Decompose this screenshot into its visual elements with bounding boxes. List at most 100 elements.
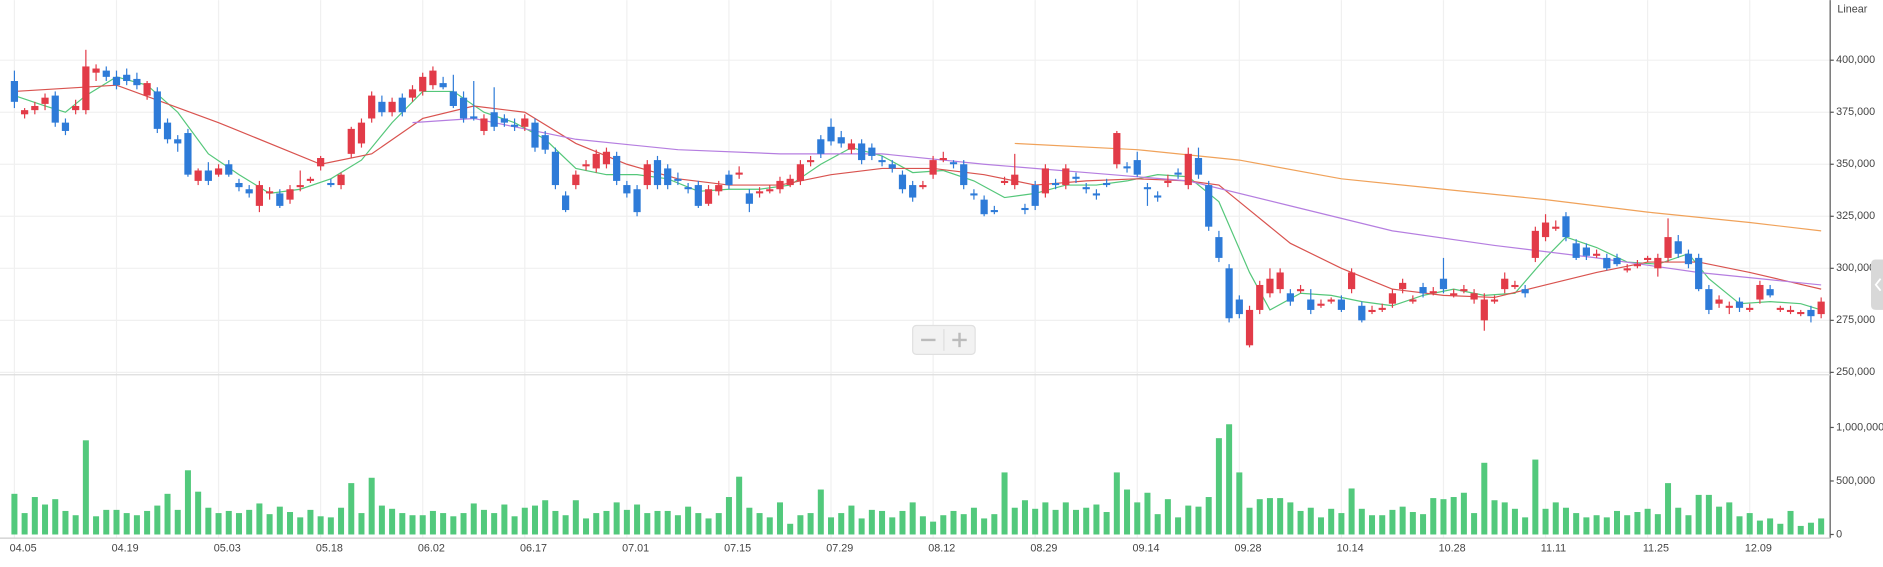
volume-bar — [1042, 502, 1049, 535]
candle-body — [1480, 299, 1488, 321]
candle-body — [388, 101, 396, 113]
volume-bar — [593, 513, 600, 535]
candle-body — [1286, 293, 1294, 302]
candle-body — [1031, 185, 1039, 206]
volume-bar — [113, 509, 120, 535]
volume-bar — [685, 506, 692, 535]
candle-body — [725, 174, 733, 186]
candle-body — [225, 164, 233, 175]
candle-body — [1143, 187, 1152, 190]
volume-bar — [695, 513, 702, 535]
volume-bar — [1154, 514, 1161, 535]
candle-body — [1123, 166, 1131, 169]
volume-bar — [246, 509, 253, 535]
volume-bar — [919, 516, 926, 535]
candle-body — [1592, 253, 1601, 256]
candle-body — [1521, 289, 1529, 294]
volume-bar — [470, 503, 477, 535]
volume-bar — [215, 513, 222, 535]
x-tick-label: 05.03 — [214, 543, 241, 555]
candle-body — [317, 158, 325, 167]
candle-body — [623, 185, 631, 194]
candle-body — [1705, 289, 1713, 310]
y-tick-label: 400,000 — [1836, 54, 1875, 66]
zoom-in[interactable] — [952, 332, 967, 348]
x-tick-label: 11.11 — [1541, 543, 1566, 555]
candle-body — [1072, 176, 1080, 179]
plot: 250,000 275,000 300,000 325,000 350,000 375,0… — [0, 0, 1883, 555]
volume-bar — [1746, 513, 1753, 535]
candle-body — [1807, 309, 1815, 317]
x-tick-label: 11.25 — [1643, 543, 1669, 555]
candle-body — [439, 83, 447, 88]
candle-body — [1021, 207, 1029, 211]
moving-average-line — [14, 84, 1822, 299]
volume-bar — [1144, 492, 1151, 535]
volume-bar — [1695, 494, 1702, 535]
volume-bar — [1787, 510, 1794, 535]
volume-bar — [1032, 508, 1039, 535]
volume-bar — [358, 513, 365, 535]
candle-body — [1552, 226, 1560, 229]
volume-bar — [1501, 502, 1508, 535]
volume-bar — [1522, 517, 1529, 535]
volume-bar — [1011, 507, 1018, 535]
candle-body — [1051, 182, 1060, 186]
candle-body — [1490, 299, 1499, 302]
volume-bar — [1675, 507, 1682, 535]
volume-bar — [1644, 508, 1651, 535]
volume-bar — [501, 504, 508, 535]
candle-body — [1664, 237, 1672, 258]
volume-bar — [746, 507, 753, 535]
volume-bar — [623, 509, 630, 535]
candle-body — [408, 89, 417, 98]
volume-bar — [725, 497, 732, 535]
volume-bar — [634, 504, 641, 535]
candle-body — [112, 76, 121, 86]
volume-bar — [1113, 472, 1120, 535]
candle-body — [510, 124, 519, 127]
candle-body — [1215, 237, 1223, 258]
volume-bar — [572, 500, 579, 535]
candle-body — [1205, 185, 1213, 227]
candle-body — [1348, 272, 1356, 290]
candle-body — [1756, 284, 1764, 300]
candle-body — [368, 95, 376, 119]
volume-bar — [511, 516, 518, 535]
volume-bar — [562, 515, 569, 535]
candle-body — [378, 101, 386, 113]
candle-body — [153, 91, 161, 129]
candle-body — [10, 81, 19, 102]
candle-body — [1735, 301, 1744, 308]
candle-body — [1000, 180, 1009, 183]
candle-body — [1174, 172, 1182, 175]
volume-bar — [1328, 508, 1335, 535]
volume-bar — [1399, 506, 1406, 535]
volume-bar — [1797, 525, 1804, 535]
side-tab[interactable] — [1870, 259, 1883, 310]
candle-body — [1674, 241, 1682, 254]
y-tick-label: 375,000 — [1836, 106, 1875, 118]
y-tick-label: 275,000 — [1836, 314, 1875, 326]
candle-body — [357, 122, 366, 144]
volume-bar — [930, 521, 937, 535]
volume-bar — [378, 505, 385, 535]
volume-bar — [715, 513, 722, 535]
candle-body — [847, 143, 856, 150]
volume-bar — [1134, 502, 1141, 535]
candle-body — [143, 83, 151, 96]
candle-body — [1460, 289, 1468, 292]
volume-bar — [1317, 517, 1324, 535]
volume-bar — [1287, 502, 1294, 535]
candle-body — [1164, 180, 1172, 183]
volume-bar — [1614, 510, 1621, 535]
x-tick-label: 08.12 — [928, 543, 955, 555]
candle-body — [1327, 299, 1335, 302]
volume-bar — [429, 510, 436, 535]
candle-body — [1450, 293, 1458, 296]
candle-body — [459, 97, 468, 119]
volume-bar — [450, 516, 457, 535]
candle-body — [1817, 301, 1825, 315]
x-tick-label: 04.05 — [10, 543, 37, 555]
volume-bar — [603, 510, 610, 535]
